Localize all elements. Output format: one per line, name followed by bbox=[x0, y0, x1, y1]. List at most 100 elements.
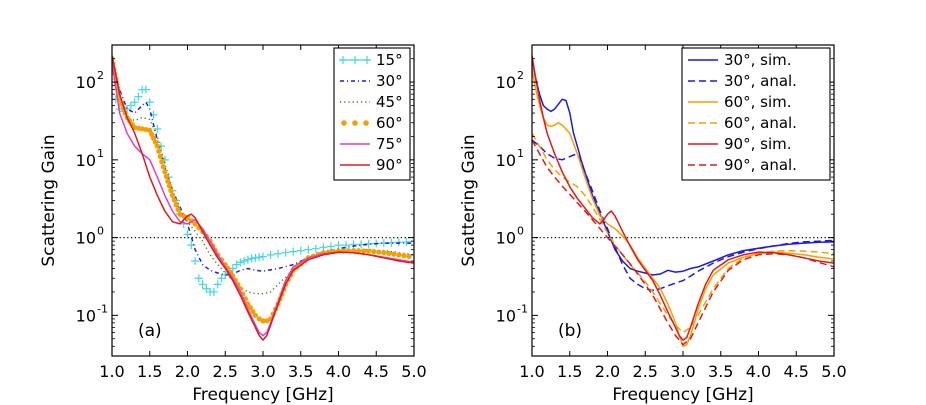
data-point bbox=[356, 248, 362, 254]
data-point bbox=[361, 248, 367, 254]
data-point bbox=[334, 241, 343, 250]
data-point bbox=[401, 253, 407, 259]
data-point bbox=[386, 250, 392, 256]
data-point bbox=[169, 192, 175, 198]
y-tick-exponent: 2 bbox=[97, 69, 104, 82]
data-point bbox=[173, 202, 179, 208]
data-point bbox=[162, 169, 168, 175]
data-point bbox=[326, 242, 335, 251]
data-point bbox=[259, 252, 267, 261]
x-tick-label: 1.5 bbox=[137, 362, 162, 381]
data-point bbox=[152, 139, 159, 145]
x-tick-label: 4.5 bbox=[784, 362, 809, 381]
data-point bbox=[145, 98, 154, 107]
data-point bbox=[166, 183, 172, 189]
data-point bbox=[232, 260, 241, 269]
y-tick-exponent: 1 bbox=[517, 147, 524, 160]
legend-label: 90°, sim. bbox=[724, 135, 792, 153]
y-tick-label: 10 bbox=[76, 229, 96, 248]
data-point bbox=[187, 241, 196, 250]
data-point bbox=[147, 127, 153, 133]
x-tick-label: 1.0 bbox=[99, 362, 124, 381]
data-point bbox=[153, 124, 162, 133]
x-axis-label: Frequency [GHz] bbox=[612, 385, 753, 405]
series-line bbox=[532, 55, 834, 341]
x-tick-label: 2.0 bbox=[175, 362, 200, 381]
legend: 30°, sim. 30°, anal. 60°, sim. 60°, anal. 90… bbox=[681, 47, 831, 181]
x-tick-label: 3.5 bbox=[708, 362, 733, 381]
data-point bbox=[260, 318, 266, 324]
data-point bbox=[251, 253, 260, 262]
legend-label: 90°, anal. bbox=[724, 156, 797, 174]
data-point bbox=[391, 251, 397, 257]
data-point bbox=[381, 250, 387, 256]
series-group bbox=[532, 55, 834, 348]
x-axis-label: Frequency [GHz] bbox=[192, 385, 333, 405]
legend-swatch-marker bbox=[341, 120, 347, 126]
legend-label: 60° bbox=[376, 114, 403, 132]
legend-swatch-marker bbox=[363, 56, 371, 64]
legend-label: 15° bbox=[376, 51, 403, 69]
x-tick-label: 5.0 bbox=[401, 362, 426, 381]
x-tick-label: 2.5 bbox=[633, 362, 658, 381]
y-tick-label: 10 bbox=[76, 306, 96, 325]
series-line bbox=[112, 58, 414, 295]
y-axis-label: Scattering Gain bbox=[459, 134, 479, 266]
x-tick-label: 1.5 bbox=[557, 362, 582, 381]
legend-swatch-marker bbox=[339, 56, 347, 64]
data-point bbox=[342, 241, 351, 250]
data-point bbox=[156, 148, 162, 154]
panel-label: (a) bbox=[138, 321, 162, 341]
data-point bbox=[163, 173, 169, 180]
data-point bbox=[209, 287, 218, 296]
data-point bbox=[194, 274, 203, 283]
x-tick-label: 1.0 bbox=[519, 362, 544, 381]
y-tick-label: 10 bbox=[76, 73, 96, 92]
y-tick-label: 10 bbox=[496, 229, 516, 248]
x-tick-label: 2.0 bbox=[595, 362, 620, 381]
data-point bbox=[311, 244, 320, 253]
x-tick-label: 4.0 bbox=[326, 362, 351, 381]
data-point bbox=[192, 221, 198, 227]
panel-label: (b) bbox=[558, 321, 582, 341]
data-point bbox=[213, 280, 222, 289]
y-axis-label: Scattering Gain bbox=[39, 134, 59, 266]
series-line bbox=[532, 68, 834, 348]
y-tick-label: 10 bbox=[496, 73, 516, 92]
data-point bbox=[289, 247, 298, 256]
x-tick-label: 2.5 bbox=[213, 362, 238, 381]
data-point bbox=[240, 257, 249, 266]
data-point bbox=[243, 255, 252, 264]
data-point bbox=[349, 240, 358, 249]
data-point bbox=[247, 305, 254, 311]
y-tick-label: 10 bbox=[76, 151, 96, 170]
legend-box bbox=[681, 47, 831, 181]
legend-label: 60°, sim. bbox=[724, 93, 792, 111]
legend-swatch-marker bbox=[352, 120, 358, 126]
legend-swatch-marker bbox=[363, 120, 369, 126]
data-point bbox=[406, 253, 412, 259]
data-point bbox=[274, 249, 283, 258]
data-point bbox=[366, 248, 372, 254]
y-tick-exponent: 0 bbox=[517, 225, 524, 238]
data-point bbox=[319, 243, 328, 252]
series-line bbox=[112, 55, 414, 341]
x-tick-label: 3.0 bbox=[670, 362, 695, 381]
data-point bbox=[396, 252, 402, 258]
data-point bbox=[150, 135, 157, 141]
legend-swatch-marker bbox=[351, 56, 359, 64]
data-point bbox=[402, 237, 411, 246]
data-point bbox=[252, 312, 259, 318]
y-tick-exponent: -1 bbox=[97, 302, 108, 315]
data-point bbox=[134, 92, 143, 101]
data-point bbox=[191, 257, 200, 266]
data-point bbox=[266, 250, 275, 259]
legend-label: 30°, sim. bbox=[724, 51, 792, 69]
data-point bbox=[371, 249, 377, 255]
data-point bbox=[141, 85, 150, 94]
data-point bbox=[165, 178, 171, 184]
series-line bbox=[532, 58, 834, 276]
